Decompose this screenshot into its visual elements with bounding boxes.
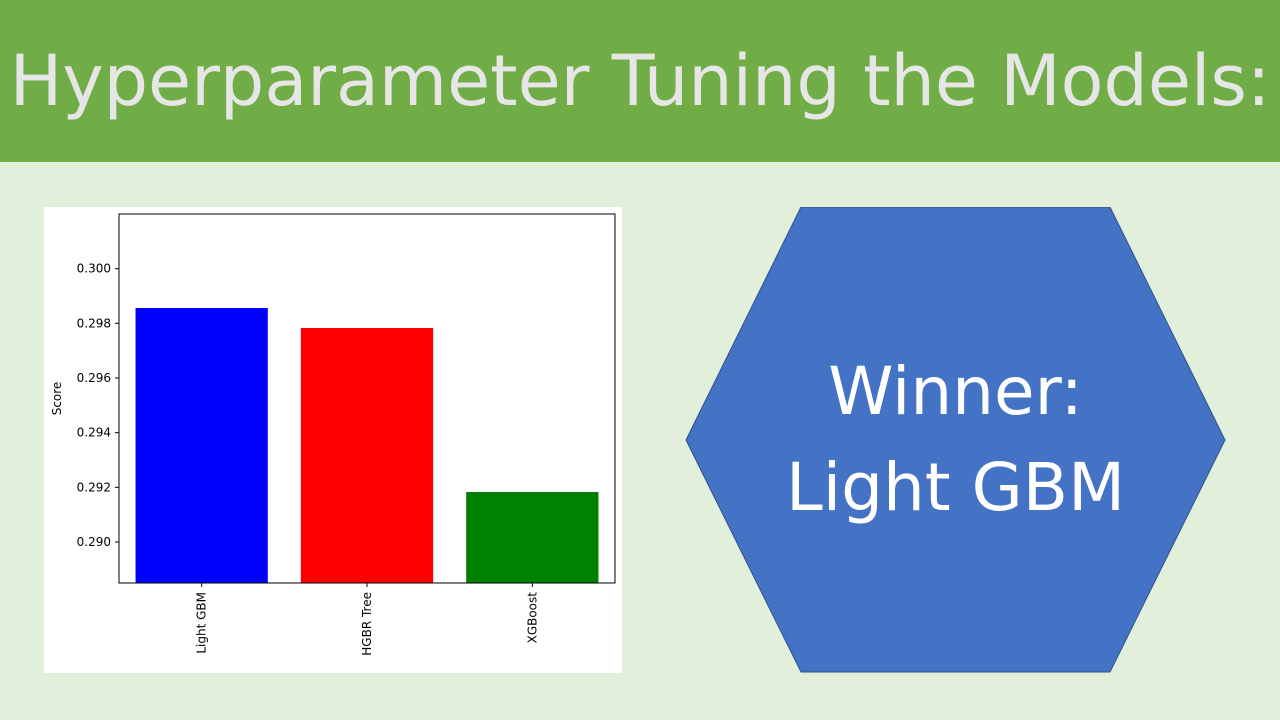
x-tick-label: HGBR Tree	[360, 592, 374, 656]
winner-text: Winner: Light GBM	[685, 207, 1226, 673]
y-axis-label: Score	[50, 382, 64, 416]
title-bar	[0, 0, 1280, 162]
slide-title: Hyperparameter Tuning the Models:	[9, 40, 1271, 122]
hexagon-shape	[685, 207, 1226, 673]
y-tick-label: 0.290	[77, 535, 111, 549]
winner-hexagon	[685, 207, 1226, 673]
winner-model-name: Light GBM	[785, 449, 1126, 526]
x-tick-label: Light GBM	[195, 592, 209, 654]
y-tick-label: 0.296	[77, 371, 111, 385]
y-tick-label: 0.294	[77, 426, 111, 440]
plot-frame	[118, 213, 616, 584]
x-tick-label: XGBoost	[525, 592, 539, 644]
bar-chart-panel: Light GBM HGBR Tree XGBoost 0.290 0.292 0.294…	[44, 207, 622, 673]
y-tick-label: 0.292	[77, 480, 111, 494]
bar-chart: Light GBM HGBR Tree XGBoost 0.290 0.292 0.294…	[50, 213, 616, 656]
bar-xgboost	[466, 491, 599, 583]
y-tick-label: 0.300	[77, 262, 111, 276]
y-tick-label: 0.298	[77, 316, 111, 330]
bar-hgbr-tree	[300, 327, 434, 583]
winner-label: Winner:	[828, 353, 1083, 430]
bar-light-gbm	[135, 308, 268, 583]
